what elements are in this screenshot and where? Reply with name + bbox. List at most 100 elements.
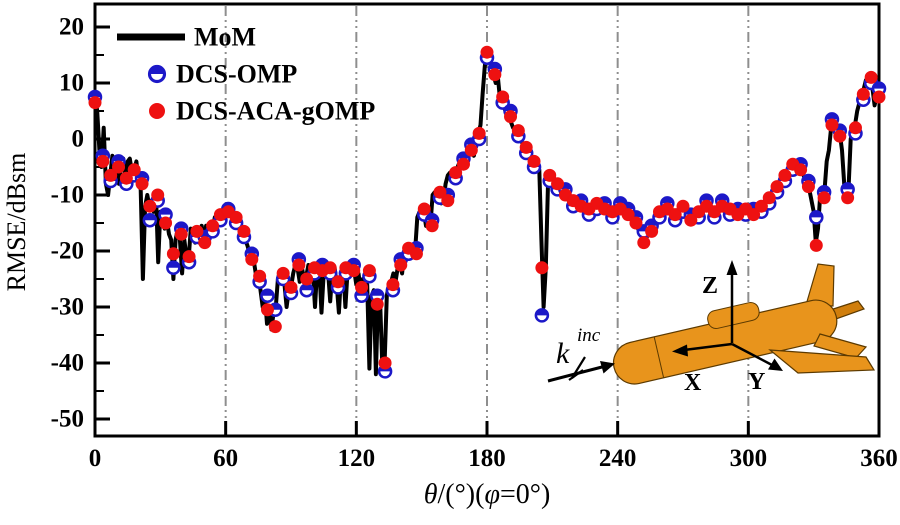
dcs-aca-gomp-point	[127, 163, 141, 177]
dcs-aca-gomp-point	[394, 258, 408, 272]
dcs-aca-gomp-point	[245, 252, 259, 266]
dcs-aca-gomp-point	[527, 154, 541, 168]
dcs-aca-gomp-point	[456, 157, 470, 171]
dcs-aca-gomp-point	[151, 188, 165, 202]
dcs-omp-point	[488, 63, 501, 69]
dcs-aca-gomp-point	[323, 261, 337, 275]
dcs-aca-gomp-point	[833, 129, 847, 143]
dcs-aca-gomp-point	[206, 219, 220, 233]
aircraft-model-inset: Z X Y k inc	[547, 260, 876, 396]
dcs-aca-gomp-point	[543, 168, 557, 182]
dcs-aca-gomp-point	[433, 185, 447, 199]
k-inc-superscript: inc	[577, 325, 601, 346]
dcs-omp-point	[873, 82, 885, 89]
dcs-aca-gomp-point	[276, 266, 290, 280]
x-axis-title-unit: /(°)(	[438, 479, 485, 510]
dcs-aca-gomp-point	[119, 171, 133, 185]
z-axis-arrowhead	[726, 260, 738, 275]
dcs-aca-gomp-point	[96, 154, 110, 168]
dcs-aca-gomp-point	[449, 166, 463, 180]
legend-dcs-omp-swatch	[149, 66, 165, 74]
wave-zigzag-icon	[568, 356, 586, 381]
x-axis-arrowhead	[672, 344, 688, 357]
dcs-aca-gomp-point	[331, 275, 345, 289]
dcs-aca-gomp-point	[488, 68, 502, 82]
dcs-aca-gomp-point	[300, 272, 314, 286]
dcs-aca-gomp-point	[504, 110, 518, 124]
dcs-aca-gomp-point	[174, 227, 188, 241]
dcs-aca-gomp-point	[770, 180, 784, 194]
x-axis-title-phi-value: =0°)	[500, 479, 550, 510]
dcs-aca-gomp-point	[551, 177, 565, 191]
dcs-aca-gomp-point	[472, 126, 486, 140]
y-axis-label: Y	[748, 369, 765, 395]
dcs-aca-gomp-point	[801, 180, 815, 194]
dcs-aca-gomp-point	[519, 140, 533, 154]
dcs-aca-gomp-point	[253, 269, 267, 283]
dcs-omp-point	[535, 309, 548, 316]
legend-dcs-aca-gomp-swatch	[149, 103, 165, 119]
k-inc-label: k	[556, 337, 570, 370]
dcs-omp-point	[245, 247, 258, 254]
x-axis-label: X	[684, 370, 702, 396]
dcs-aca-gomp-point	[409, 247, 423, 261]
dcs-omp-point	[716, 194, 729, 201]
dcs-aca-gomp-point	[794, 163, 808, 177]
dcs-omp-point	[175, 222, 188, 229]
legend-marker-swatches	[147, 64, 167, 119]
x-tick-label: 180	[468, 445, 506, 472]
data-series-layer	[87, 45, 887, 379]
dcs-aca-gomp-point	[362, 264, 376, 278]
x-axis-title-phi: φ	[484, 479, 500, 510]
dcs-aca-gomp-point	[621, 208, 635, 222]
x-tick-label: 300	[730, 445, 768, 472]
dcs-aca-gomp-point	[182, 250, 196, 264]
dcs-omp-point	[810, 211, 823, 218]
dcs-omp-point	[261, 289, 274, 296]
y-tick-label: -10	[51, 182, 84, 209]
dcs-aca-gomp-point	[417, 202, 431, 216]
dcs-aca-gomp-point	[190, 224, 204, 238]
dcs-omp-point	[825, 113, 838, 120]
dcs-aca-gomp-point	[762, 191, 776, 205]
dcs-aca-gomp-point	[496, 90, 510, 104]
dcs-aca-gomp-point	[480, 45, 494, 59]
dcs-aca-gomp-point	[260, 303, 274, 317]
dcs-aca-gomp-point	[88, 96, 102, 110]
aircraft-panel-line	[653, 336, 665, 378]
dcs-omp-point	[371, 289, 384, 296]
dcs-aca-gomp-point	[425, 219, 439, 233]
k-inc-arrowhead	[600, 361, 615, 374]
dcs-omp-point	[841, 183, 854, 190]
legend-label-dcs-aca-gomp: DCS-ACA-gOMP	[176, 97, 375, 126]
dcs-omp-point	[504, 104, 517, 111]
dcs-aca-gomp-point	[229, 210, 243, 224]
dcs-aca-gomp-point	[378, 356, 392, 370]
dcs-aca-gomp-point	[637, 236, 651, 250]
legend-label-mom: MoM	[194, 23, 256, 52]
y-tick-label: 10	[59, 70, 84, 97]
dcs-aca-gomp-point	[198, 236, 212, 250]
dcs-aca-gomp-point	[159, 216, 173, 230]
z-axis-label: Z	[702, 273, 718, 299]
dcs-omp-point	[159, 208, 172, 215]
dcs-omp-point	[300, 284, 313, 291]
legend: MoM DCS-OMP DCS-ACA-gOMP	[117, 23, 375, 126]
dcs-aca-gomp-point	[535, 261, 549, 275]
x-tick-label: 120	[338, 445, 376, 472]
y-axis-arrowhead	[768, 358, 783, 371]
dcs-omp-point	[661, 197, 674, 204]
dcs-aca-gomp-point	[841, 191, 855, 205]
dcs-aca-gomp-point	[112, 160, 126, 174]
dcs-aca-gomp-point	[135, 177, 149, 191]
y-tick-label: -30	[51, 294, 84, 321]
dcs-aca-gomp-point	[825, 118, 839, 132]
dcs-aca-gomp-point	[856, 87, 870, 101]
dcs-aca-gomp-point	[684, 213, 698, 227]
dcs-omp-point	[802, 175, 815, 181]
dcs-aca-gomp-point	[464, 143, 478, 157]
dcs-aca-gomp-point	[645, 224, 659, 238]
dcs-aca-gomp-point	[143, 199, 157, 213]
dcs-aca-gomp-point	[778, 168, 792, 182]
